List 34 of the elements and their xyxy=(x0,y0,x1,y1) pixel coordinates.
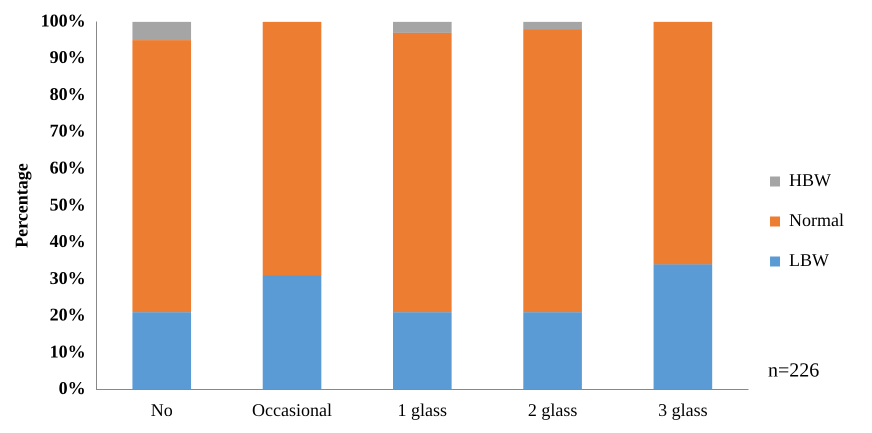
y-tick-label: 60% xyxy=(50,157,86,178)
bar xyxy=(654,264,712,390)
bar xyxy=(392,312,452,390)
x-tick-label: 3 glass xyxy=(658,400,708,420)
bar xyxy=(523,312,582,390)
text: n=226 xyxy=(768,360,820,382)
x-tick-label: 2 glass xyxy=(528,400,578,420)
y-tick-label: 80% xyxy=(50,84,86,104)
bar xyxy=(262,275,322,390)
bar xyxy=(654,22,712,264)
x-tick-label: Occasional xyxy=(252,400,332,420)
legend-label: LBW xyxy=(789,250,830,270)
bar xyxy=(262,22,322,276)
bar xyxy=(392,32,452,312)
x-tick-label: No xyxy=(150,400,173,420)
bar xyxy=(132,312,192,390)
x-tick-label: 1 glass xyxy=(398,400,448,420)
y-tick-label: 10% xyxy=(50,341,86,362)
y-tick-label: 100% xyxy=(40,10,86,30)
legend-label: HBW xyxy=(789,170,832,190)
y-axis-title: Percentage xyxy=(11,163,32,248)
bar xyxy=(523,22,582,30)
y-tick-label: 70% xyxy=(50,120,86,141)
bar xyxy=(523,29,582,312)
y-tick-label: 0% xyxy=(58,378,86,398)
y-tick-label: 90% xyxy=(50,47,86,68)
bar xyxy=(132,40,192,312)
y-tick-label: 50% xyxy=(50,194,86,214)
legend-label: Normal xyxy=(789,210,844,230)
bar xyxy=(392,22,452,33)
y-tick-label: 40% xyxy=(50,231,86,252)
y-tick-label: 20% xyxy=(50,304,86,325)
y-tick-label: 30% xyxy=(50,268,86,288)
bar xyxy=(132,22,192,40)
